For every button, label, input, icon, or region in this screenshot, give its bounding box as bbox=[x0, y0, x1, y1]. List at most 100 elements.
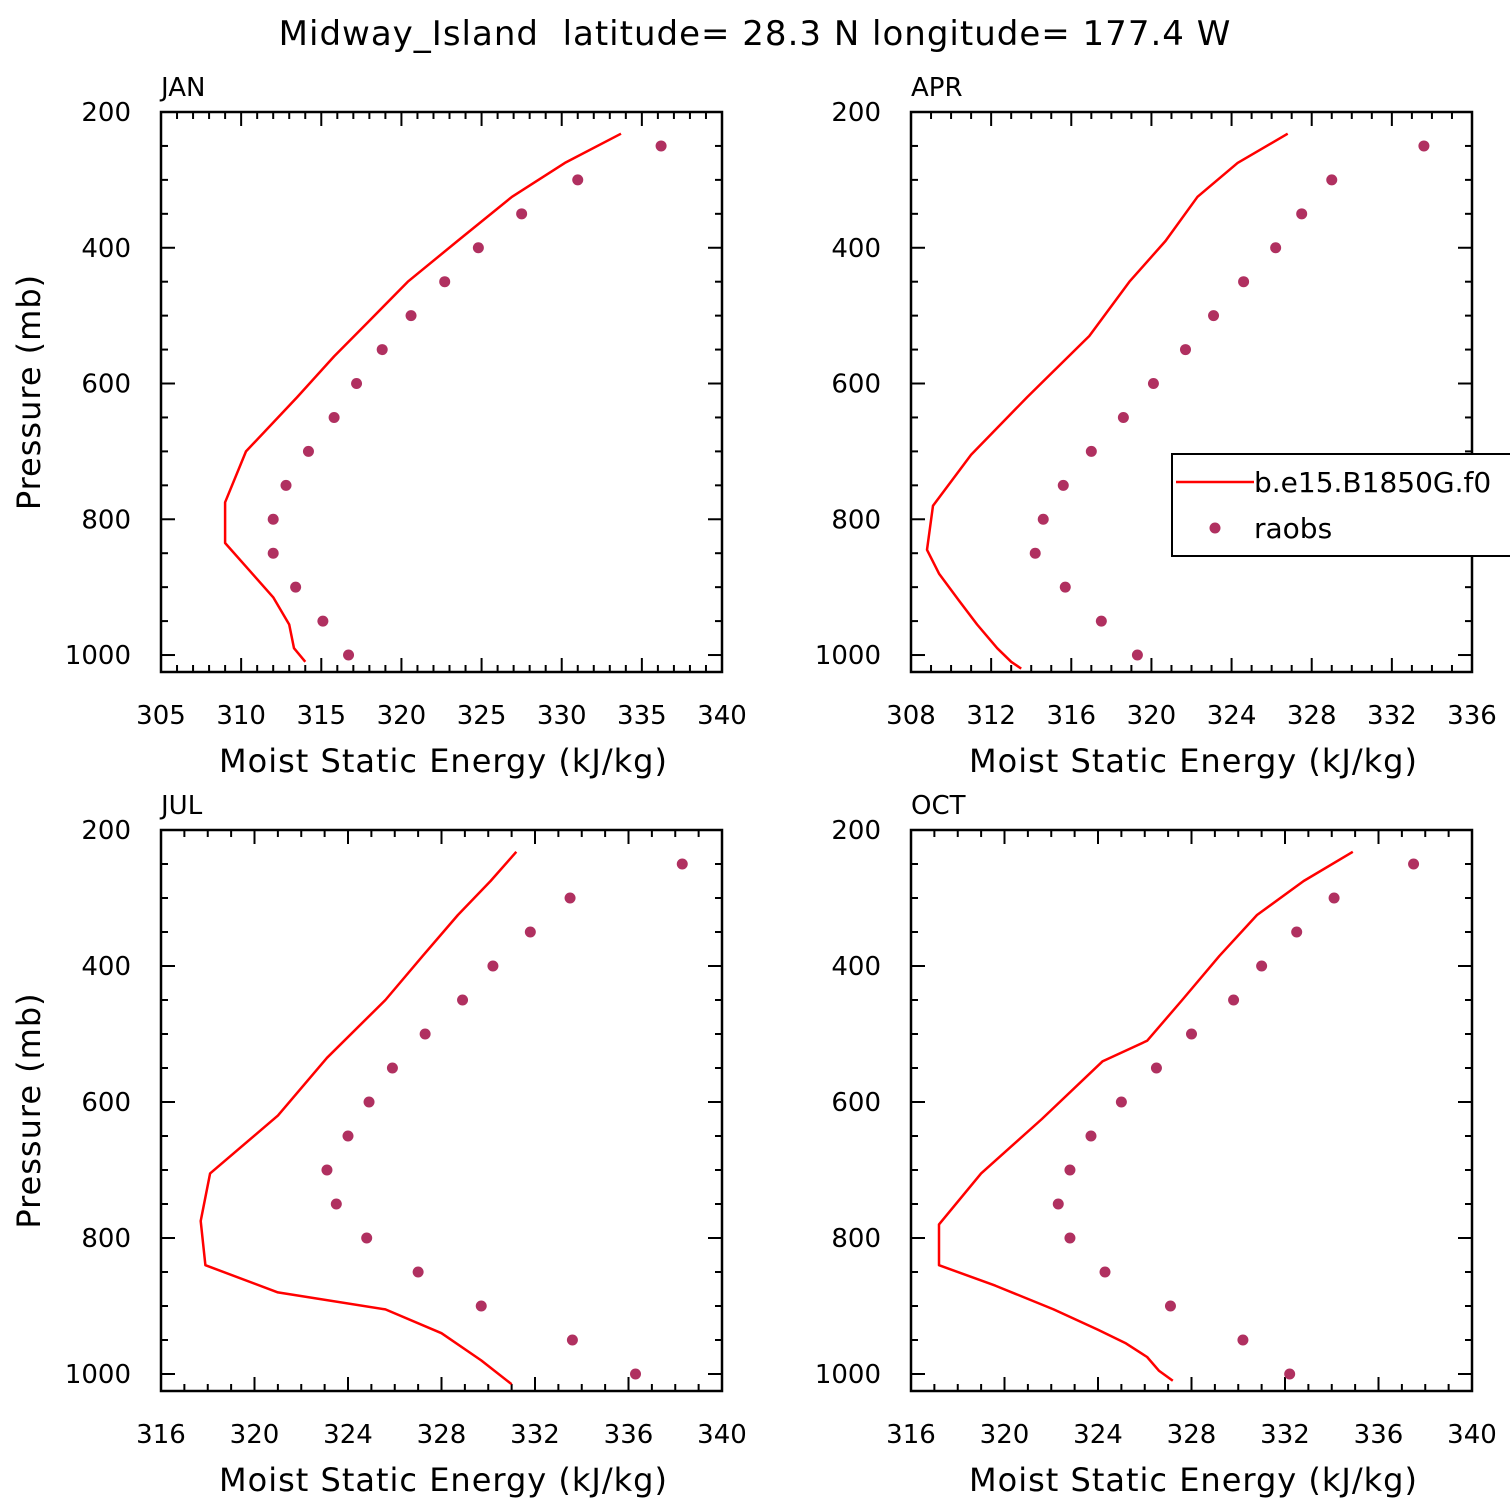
panel-title: APR bbox=[911, 73, 963, 103]
y-tick-label: 400 bbox=[831, 952, 881, 982]
model-line bbox=[925, 132, 1289, 670]
obs-point bbox=[655, 140, 667, 152]
x-tick-label: 340 bbox=[697, 1420, 747, 1450]
x-axis-label: Moist Static Energy (kJ/kg) bbox=[219, 1461, 668, 1499]
obs-point bbox=[361, 1232, 373, 1244]
obs-point bbox=[1052, 1198, 1064, 1210]
x-tick-label: 324 bbox=[323, 1420, 373, 1450]
obs-point bbox=[572, 174, 584, 186]
obs-point bbox=[1291, 926, 1303, 938]
x-tick-label: 340 bbox=[697, 701, 747, 731]
legend-marker-swatch bbox=[1209, 522, 1221, 534]
obs-point bbox=[1164, 1300, 1176, 1312]
obs-point bbox=[363, 1096, 375, 1108]
x-tick-label: 336 bbox=[604, 1420, 654, 1450]
x-tick-label: 332 bbox=[1260, 1420, 1310, 1450]
panel-title: JUL bbox=[159, 791, 203, 821]
y-tick-label: 200 bbox=[81, 816, 131, 846]
obs-point bbox=[1238, 276, 1250, 288]
obs-point bbox=[280, 479, 292, 491]
x-tick-label: 320 bbox=[230, 1420, 280, 1450]
y-tick-label: 600 bbox=[81, 1088, 131, 1118]
obs-point bbox=[317, 615, 329, 627]
y-tick-label: 800 bbox=[831, 505, 881, 535]
panel-title: OCT bbox=[911, 791, 966, 821]
y-tick-label: 800 bbox=[81, 1224, 131, 1254]
obs-point bbox=[524, 926, 536, 938]
panel-title: JAN bbox=[159, 73, 205, 103]
y-axis-label: Pressure (mb) bbox=[10, 992, 48, 1228]
obs-point bbox=[1284, 1368, 1296, 1380]
x-axis-label: Moist Static Energy (kJ/kg) bbox=[969, 742, 1418, 780]
obs-point bbox=[343, 649, 355, 661]
obs-point bbox=[1095, 615, 1107, 627]
x-tick-label: 325 bbox=[457, 701, 507, 731]
obs-point bbox=[1115, 1096, 1127, 1108]
y-tick-label: 800 bbox=[831, 1224, 881, 1254]
x-tick-label: 308 bbox=[886, 701, 936, 731]
obs-point bbox=[290, 581, 302, 593]
obs-point bbox=[1057, 479, 1069, 491]
y-tick-label: 200 bbox=[831, 816, 881, 846]
y-tick-label: 400 bbox=[81, 234, 131, 264]
obs-point bbox=[630, 1368, 642, 1380]
obs-point bbox=[1208, 310, 1220, 322]
legend-box bbox=[1171, 453, 1510, 557]
obs-point bbox=[457, 994, 469, 1006]
plot-frame bbox=[909, 828, 1474, 1393]
y-tick-label: 200 bbox=[81, 98, 131, 128]
x-tick-label: 340 bbox=[1447, 1420, 1497, 1450]
obs-point bbox=[267, 513, 279, 525]
x-tick-label: 305 bbox=[136, 701, 186, 731]
obs-point bbox=[419, 1028, 431, 1040]
y-axis-label: Pressure (mb) bbox=[10, 274, 48, 510]
plot-frame bbox=[159, 110, 724, 674]
obs-point bbox=[376, 344, 388, 356]
model-line bbox=[199, 850, 518, 1386]
y-tick-label: 600 bbox=[831, 370, 881, 400]
x-tick-label: 320 bbox=[1127, 701, 1177, 731]
obs-point bbox=[321, 1164, 333, 1176]
obs-point bbox=[1326, 174, 1338, 186]
x-tick-label: 336 bbox=[1354, 1420, 1404, 1450]
y-tick-label: 1000 bbox=[65, 1360, 131, 1390]
obs-point bbox=[1099, 1266, 1111, 1278]
obs-point bbox=[328, 411, 340, 423]
obs-point bbox=[1064, 1164, 1076, 1176]
x-tick-label: 316 bbox=[136, 1420, 186, 1450]
obs-point bbox=[351, 378, 363, 390]
y-tick-label: 600 bbox=[831, 1088, 881, 1118]
x-tick-label: 324 bbox=[1207, 701, 1257, 731]
obs-point bbox=[1064, 1232, 1076, 1244]
x-tick-label: 324 bbox=[1073, 1420, 1123, 1450]
obs-point bbox=[412, 1266, 424, 1278]
x-tick-label: 320 bbox=[377, 701, 427, 731]
y-tick-label: 1000 bbox=[815, 1360, 881, 1390]
obs-point bbox=[516, 208, 528, 220]
obs-point bbox=[1059, 581, 1071, 593]
obs-point bbox=[1186, 1028, 1197, 1040]
legend-label-obs: raobs bbox=[1254, 512, 1332, 545]
obs-point bbox=[439, 276, 451, 288]
obs-point bbox=[302, 445, 314, 457]
obs-point bbox=[1085, 1130, 1097, 1142]
x-tick-label: 335 bbox=[617, 701, 667, 731]
obs-point bbox=[1179, 344, 1191, 356]
obs-point bbox=[1228, 994, 1240, 1006]
x-tick-label: 332 bbox=[1367, 701, 1417, 731]
legend-label-model: b.e15.B1850G.f0 bbox=[1254, 466, 1491, 499]
y-tick-label: 1000 bbox=[65, 641, 131, 671]
x-tick-label: 328 bbox=[1287, 701, 1337, 731]
obs-point bbox=[1131, 649, 1143, 661]
obs-point bbox=[330, 1198, 342, 1210]
obs-point bbox=[1150, 1062, 1162, 1074]
model-line bbox=[937, 850, 1354, 1382]
obs-point bbox=[1117, 411, 1129, 423]
obs-point bbox=[1296, 208, 1308, 220]
obs-point bbox=[566, 1334, 578, 1346]
y-tick-label: 400 bbox=[81, 952, 131, 982]
